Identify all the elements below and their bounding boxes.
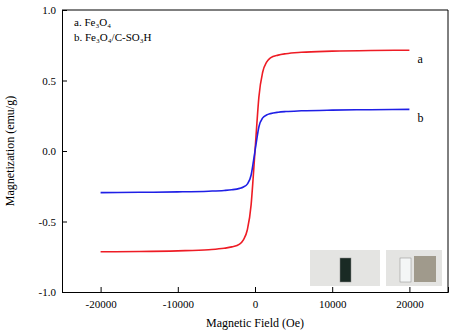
tick: -0.5 bbox=[39, 216, 67, 228]
tick-label: 1.0 bbox=[42, 4, 56, 16]
plot-area: -20000 -10000 0 10000 20000 -1.0 -0.5 0.0 0.5 1.0… bbox=[39, 4, 449, 310]
tick-label: 20000 bbox=[396, 298, 424, 310]
inset-vial bbox=[400, 258, 411, 282]
tick-mark bbox=[101, 287, 102, 292]
legend: a. Fe₃O₄ b. Fe₃O₄/C-SO₃H bbox=[74, 16, 152, 43]
inset-photo bbox=[386, 250, 442, 286]
tick-mark bbox=[62, 10, 67, 11]
chart: -20000 -10000 0 10000 20000 -1.0 -0.5 0.0 0.5 1.0… bbox=[0, 0, 466, 333]
tick: -20000 bbox=[86, 287, 118, 310]
y-axis: -1.0 -0.5 0.0 0.5 1.0 bbox=[39, 4, 67, 298]
legend-entry: a. Fe₃O₄ bbox=[74, 16, 111, 28]
tick-mark bbox=[62, 151, 67, 152]
tick: 0 bbox=[253, 287, 259, 310]
tick-label: -0.5 bbox=[39, 216, 57, 228]
tick-mark bbox=[62, 81, 67, 82]
tick-mark bbox=[62, 292, 67, 293]
axis-line bbox=[63, 11, 68, 293]
tick-mark bbox=[255, 287, 256, 292]
inset-photo bbox=[310, 250, 380, 286]
tick-label: 10000 bbox=[319, 298, 347, 310]
tick-label: -10000 bbox=[163, 298, 195, 310]
tick: 1.0 bbox=[42, 4, 67, 16]
tick-mark bbox=[62, 222, 67, 223]
series-label: b bbox=[417, 111, 423, 125]
data-layer bbox=[101, 50, 410, 252]
frame bbox=[62, 10, 448, 11]
x-axis-title: Magnetic Field (Oe) bbox=[206, 316, 304, 330]
tick-label: 0.5 bbox=[42, 75, 56, 87]
axis-line bbox=[63, 287, 449, 293]
inset-magnet bbox=[414, 256, 436, 282]
inset-vial bbox=[340, 258, 351, 282]
tick-label: -20000 bbox=[86, 298, 118, 310]
tick: 0.5 bbox=[42, 75, 67, 87]
tick-label: 0.0 bbox=[42, 145, 56, 157]
y-axis-title: Magnetization (emu/g) bbox=[3, 96, 17, 206]
tick: -1.0 bbox=[39, 286, 67, 298]
series-label: a bbox=[417, 52, 423, 66]
tick-mark bbox=[332, 287, 333, 292]
tick-label: -1.0 bbox=[39, 286, 57, 298]
tick-label: 0 bbox=[253, 298, 259, 310]
inset-photos bbox=[310, 250, 442, 286]
tick-mark bbox=[409, 287, 410, 292]
tick-mark bbox=[178, 287, 179, 292]
tick: 20000 bbox=[396, 287, 424, 310]
tick: 0.0 bbox=[42, 145, 67, 157]
legend-entry: b. Fe₃O₄/C-SO₃H bbox=[74, 31, 152, 43]
tick: 10000 bbox=[319, 287, 347, 310]
series-line bbox=[101, 109, 410, 192]
frame bbox=[448, 10, 449, 292]
series-line bbox=[101, 50, 410, 252]
tick: -10000 bbox=[163, 287, 195, 310]
x-axis: -20000 -10000 0 10000 20000 bbox=[63, 287, 449, 310]
